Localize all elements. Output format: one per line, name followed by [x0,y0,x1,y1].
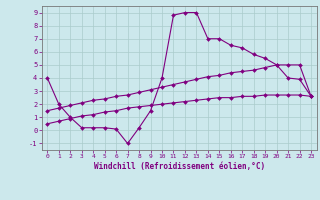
X-axis label: Windchill (Refroidissement éolien,°C): Windchill (Refroidissement éolien,°C) [94,162,265,171]
